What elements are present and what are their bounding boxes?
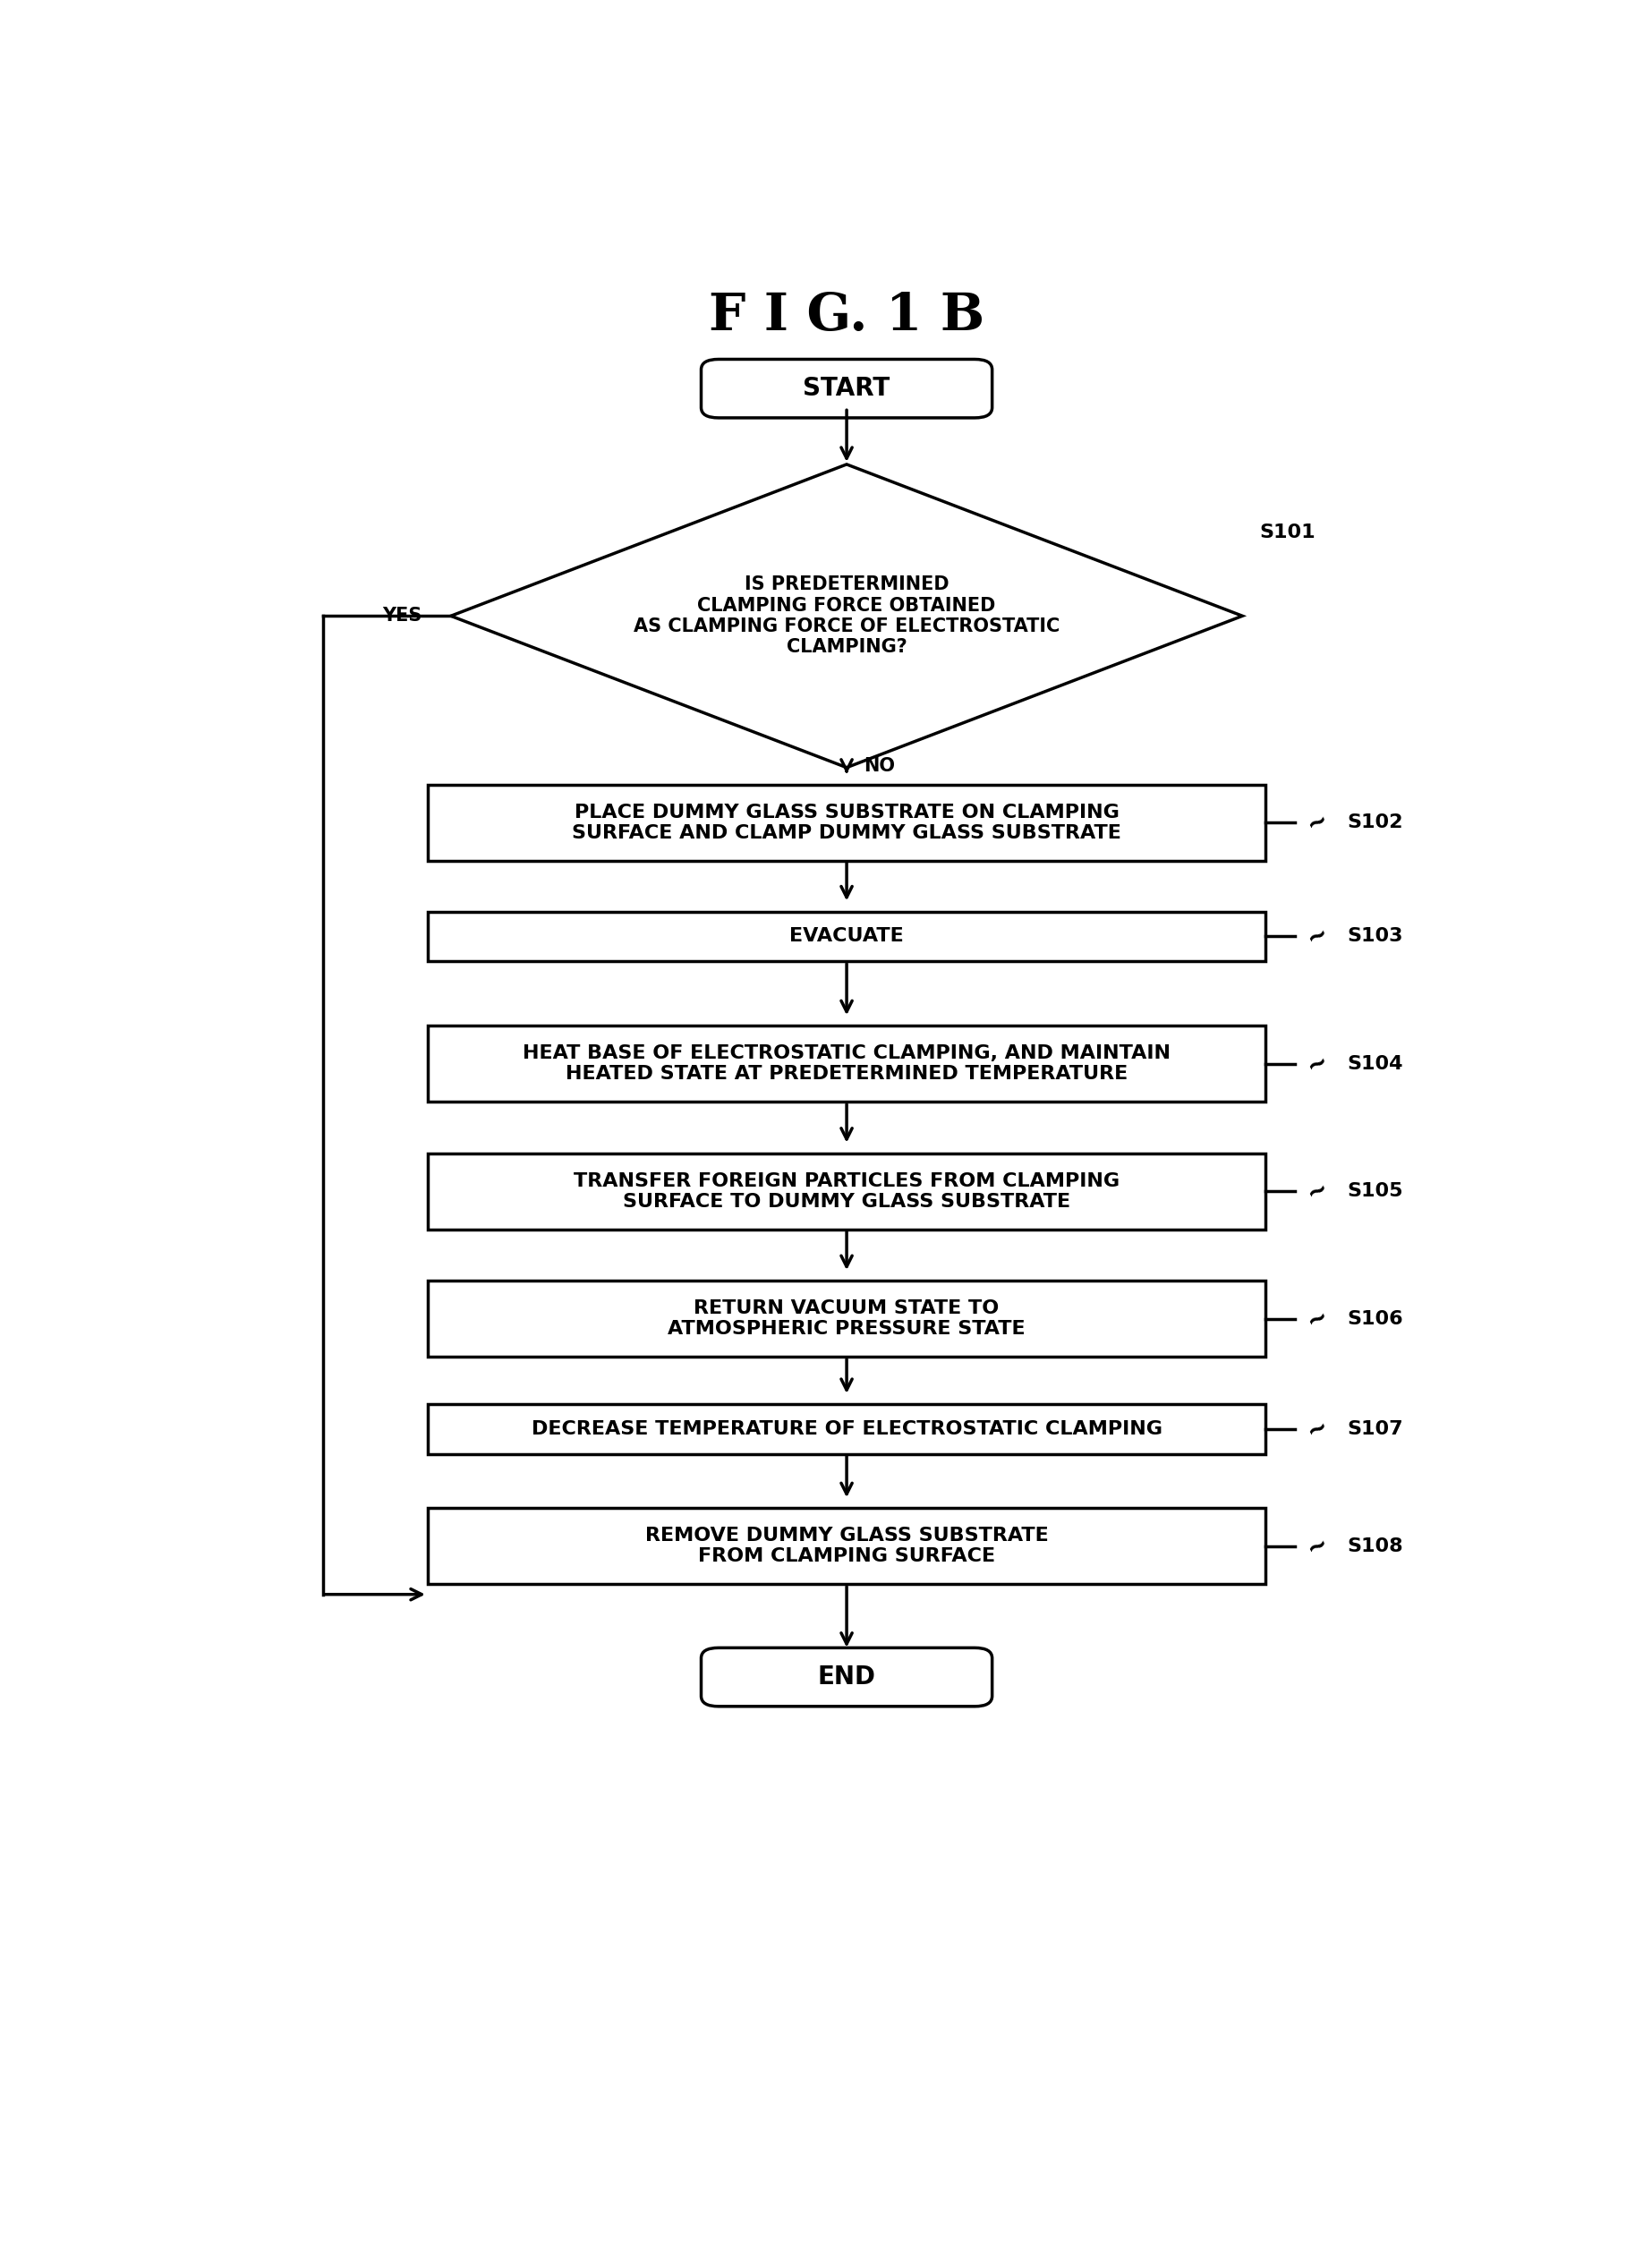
Text: ~: ~ — [1303, 1175, 1333, 1207]
Text: ~: ~ — [1303, 1304, 1333, 1336]
Text: S105: S105 — [1346, 1182, 1403, 1200]
Bar — [428, 785, 1265, 860]
Text: S103: S103 — [1346, 927, 1403, 945]
Text: S107: S107 — [1346, 1419, 1403, 1437]
Bar — [428, 1403, 1265, 1453]
Text: END: END — [818, 1665, 876, 1690]
Polygon shape — [451, 465, 1242, 767]
Text: ~: ~ — [1303, 808, 1333, 839]
Bar — [428, 911, 1265, 961]
Text: ~: ~ — [1303, 1412, 1333, 1444]
Bar — [428, 1509, 1265, 1584]
Text: ~: ~ — [1303, 1530, 1333, 1561]
Text: S108: S108 — [1346, 1536, 1403, 1554]
Text: TRANSFER FOREIGN PARTICLES FROM CLAMPING
SURFACE TO DUMMY GLASS SUBSTRATE: TRANSFER FOREIGN PARTICLES FROM CLAMPING… — [573, 1171, 1120, 1211]
Text: HEAT BASE OF ELECTROSTATIC CLAMPING, AND MAINTAIN
HEATED STATE AT PREDETERMINED : HEAT BASE OF ELECTROSTATIC CLAMPING, AND… — [522, 1045, 1171, 1083]
Text: EVACUATE: EVACUATE — [790, 927, 904, 945]
Bar — [428, 1153, 1265, 1230]
Text: START: START — [803, 377, 890, 402]
Text: F I G. 1 B: F I G. 1 B — [709, 291, 985, 341]
Text: S104: S104 — [1346, 1056, 1403, 1074]
Text: REMOVE DUMMY GLASS SUBSTRATE
FROM CLAMPING SURFACE: REMOVE DUMMY GLASS SUBSTRATE FROM CLAMPI… — [644, 1527, 1049, 1566]
Text: S106: S106 — [1346, 1311, 1403, 1329]
Text: PLACE DUMMY GLASS SUBSTRATE ON CLAMPING
SURFACE AND CLAMP DUMMY GLASS SUBSTRATE: PLACE DUMMY GLASS SUBSTRATE ON CLAMPING … — [572, 803, 1122, 841]
FancyBboxPatch shape — [700, 1647, 993, 1706]
Text: ~: ~ — [1303, 920, 1333, 952]
Text: IS PREDETERMINED
CLAMPING FORCE OBTAINED
AS CLAMPING FORCE OF ELECTROSTATIC
CLAM: IS PREDETERMINED CLAMPING FORCE OBTAINED… — [634, 575, 1059, 656]
FancyBboxPatch shape — [700, 359, 993, 417]
Bar — [428, 1281, 1265, 1356]
Text: ~: ~ — [1303, 1049, 1333, 1081]
Bar — [428, 1026, 1265, 1101]
Text: DECREASE TEMPERATURE OF ELECTROSTATIC CLAMPING: DECREASE TEMPERATURE OF ELECTROSTATIC CL… — [532, 1419, 1161, 1437]
Text: S102: S102 — [1346, 814, 1403, 832]
Text: YES: YES — [382, 607, 421, 625]
Text: S101: S101 — [1260, 523, 1317, 541]
Text: RETURN VACUUM STATE TO
ATMOSPHERIC PRESSURE STATE: RETURN VACUUM STATE TO ATMOSPHERIC PRESS… — [667, 1299, 1026, 1338]
Text: NO: NO — [864, 756, 895, 774]
